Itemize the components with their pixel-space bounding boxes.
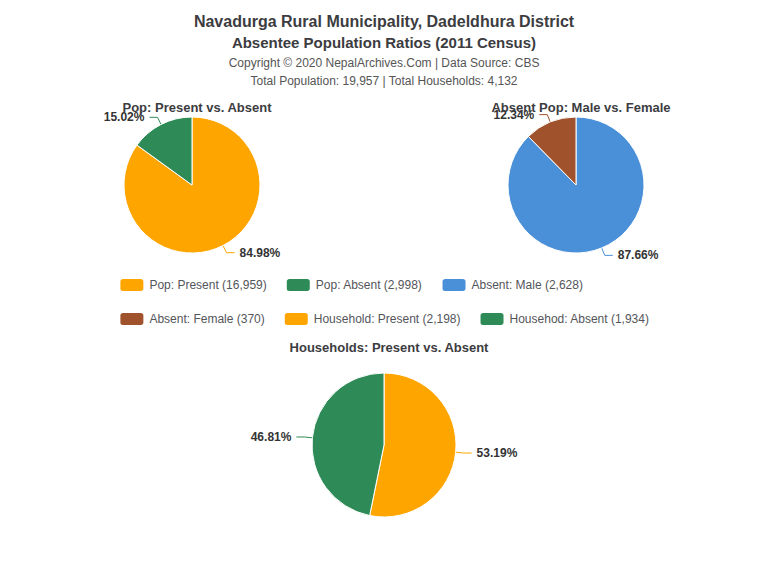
svg-text:Pop: Absent (2,998): Pop: Absent (2,998) [316,278,422,292]
svg-text:87.66%: 87.66% [618,248,659,262]
svg-text:Copyright © 2020 NepalArchives: Copyright © 2020 NepalArchives.Com | Dat… [229,56,540,70]
svg-text:Pop: Present (16,959): Pop: Present (16,959) [149,278,266,292]
svg-text:Absent: Male (2,628): Absent: Male (2,628) [472,278,583,292]
svg-text:53.19%: 53.19% [477,446,518,460]
svg-text:Absent Pop: Male vs. Female: Absent Pop: Male vs. Female [491,100,670,115]
svg-text:46.81%: 46.81% [251,430,292,444]
svg-text:84.98%: 84.98% [240,246,281,260]
svg-text:Absent: Female (370): Absent: Female (370) [149,312,264,326]
svg-text:Navadurga Rural Municipality,: Navadurga Rural Municipality, Dadeldhura… [194,13,575,30]
svg-text:15.02%: 15.02% [103,110,145,125]
svg-text:Absentee Population Ratios (20: Absentee Population Ratios (2011 Census) [232,34,536,51]
svg-text:Pop: Present vs. Absent: Pop: Present vs. Absent [122,100,272,115]
svg-text:Househod: Absent (1,934): Househod: Absent (1,934) [510,312,649,326]
svg-text:Household: Present (2,198): Household: Present (2,198) [314,312,461,326]
svg-text:Households: Present vs. Absent: Households: Present vs. Absent [290,340,490,355]
svg-text:Total Population: 19,957 | Tot: Total Population: 19,957 | Total Househo… [250,74,517,88]
